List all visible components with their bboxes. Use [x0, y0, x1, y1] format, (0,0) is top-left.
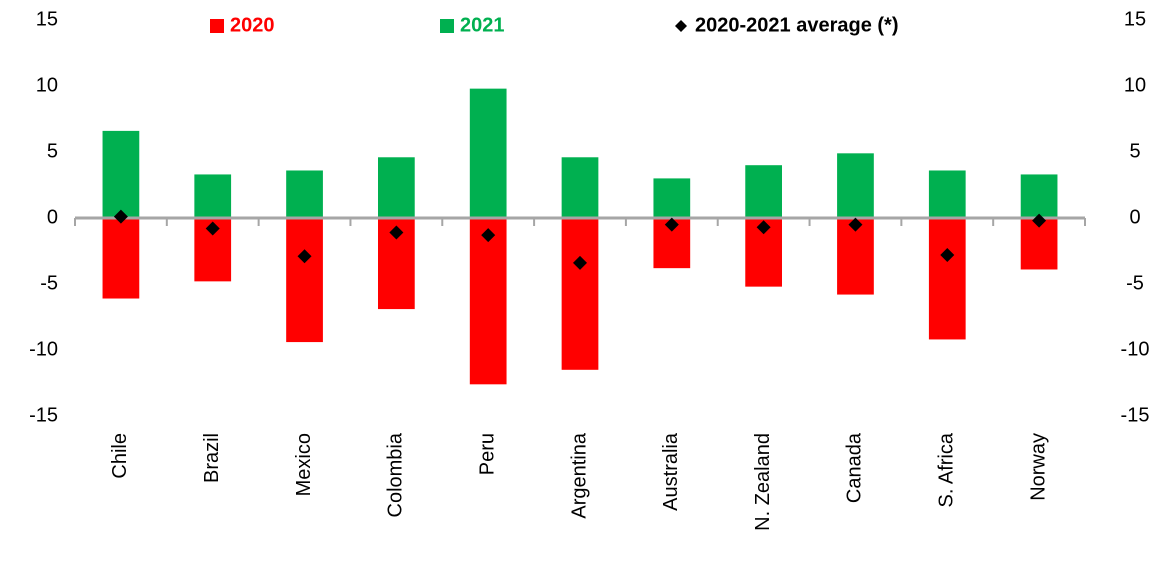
y2-tick-label: 15	[1124, 8, 1146, 30]
bar	[194, 174, 232, 218]
y-tick-label: -15	[29, 404, 58, 426]
average-marker	[389, 225, 404, 240]
y2-tick-label: 5	[1129, 140, 1140, 162]
x-tick-label: Peru	[476, 433, 498, 475]
y2-tick-label: -5	[1126, 272, 1144, 294]
bar	[745, 165, 782, 218]
y2-tick-label: 10	[1124, 74, 1146, 96]
x-tick-label: Norway	[1027, 433, 1049, 501]
y-tick-label: 10	[36, 74, 58, 96]
average-marker	[113, 209, 128, 224]
x-tick-label: Mexico	[293, 433, 315, 496]
x-tick-label: Brazil	[201, 433, 223, 483]
bar	[653, 178, 691, 218]
x-tick-label: Colombia	[385, 432, 407, 517]
average-marker	[205, 221, 220, 236]
average-marker	[573, 255, 587, 270]
bar	[561, 218, 599, 370]
legend-label: 2020-2021 average (*)	[695, 14, 898, 36]
legend-marker	[675, 20, 687, 32]
bar	[928, 170, 966, 218]
bar	[378, 157, 415, 218]
x-tick-label: Chile	[109, 433, 131, 479]
bar	[469, 218, 507, 385]
average-marker	[664, 217, 679, 232]
bar	[561, 157, 599, 218]
legend-label: 2020	[230, 14, 275, 36]
average-marker	[1032, 213, 1047, 228]
y-tick-label: 0	[47, 206, 58, 228]
bar	[837, 153, 874, 218]
bar	[286, 170, 323, 218]
average-marker	[848, 217, 863, 232]
x-tick-label: N. Zealand	[752, 433, 774, 531]
average-marker	[940, 247, 955, 262]
y2-tick-label: -15	[1121, 404, 1150, 426]
x-tick-label: Canada	[844, 432, 866, 503]
bar	[102, 130, 140, 218]
x-tick-label: Argentina	[568, 432, 590, 518]
average-marker	[297, 249, 312, 264]
y2-tick-label: -10	[1121, 338, 1150, 360]
y2-tick-label: 0	[1129, 206, 1140, 228]
legend-label: 2021	[460, 14, 505, 36]
bar	[469, 88, 507, 218]
x-tick-label: Australia	[660, 432, 682, 511]
bar	[928, 218, 966, 340]
average-marker	[756, 220, 771, 235]
y-tick-label: 15	[36, 8, 58, 30]
y-tick-label: 5	[47, 140, 58, 162]
bar	[286, 218, 323, 343]
y-tick-label: -10	[29, 338, 58, 360]
y-tick-label: -5	[40, 272, 58, 294]
bar	[1020, 174, 1058, 218]
x-tick-label: S. Africa	[936, 432, 958, 507]
average-marker	[481, 228, 496, 243]
legend-swatch	[440, 19, 454, 33]
bar	[102, 218, 140, 299]
legend-swatch	[210, 19, 224, 33]
